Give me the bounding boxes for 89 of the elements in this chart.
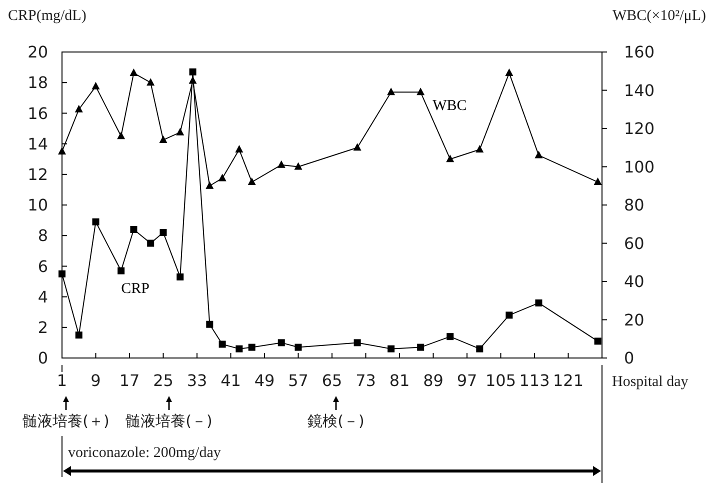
point [534,150,543,158]
x-tick-label: 49 [254,371,275,390]
text: 髄液培養(＋) [22,412,110,430]
point [130,226,138,233]
series-label: WBC [432,98,467,114]
point [277,160,286,168]
x-tick-label: 81 [389,371,410,390]
point [387,88,396,96]
text: voriconazole: 200mg/day [68,445,222,461]
point [189,68,196,76]
point [236,345,243,352]
y2-tick-label: 100 [624,157,655,176]
x-tick-label: 97 [456,371,478,390]
x-tick-label: 33 [186,371,208,390]
y2-tick-label: 80 [624,196,644,215]
point [160,229,167,236]
point [235,145,244,153]
point [354,339,361,346]
series-label: CRP [121,280,150,297]
point [218,174,226,182]
point [176,273,184,280]
y-tick-label: 4 [38,287,48,306]
y-tick-label: 18 [28,73,48,92]
y-tick-label: 2 [38,318,48,337]
y-tick-label: 8 [38,226,48,246]
point [74,104,83,112]
y2-axis-title: WBC(×10²/μL) [612,8,706,24]
x-tick-label: 17 [119,371,140,390]
x-tick-label: 1 [56,371,68,390]
point [294,344,302,351]
point [92,218,100,226]
point [118,267,125,274]
point [92,82,100,90]
point [248,178,256,186]
point [388,345,395,352]
y2-tick-label: 40 [624,272,644,292]
x-tick-label: 41 [220,371,241,390]
text: 髄液培養(－) [126,412,212,430]
y2-tick-label: 20 [624,310,644,330]
y-tick-label: 0 [38,348,48,368]
point [505,68,514,76]
y-tick-label: 12 [28,165,48,184]
y2-tick-label: 60 [624,234,644,253]
point [506,312,513,319]
point [446,333,454,340]
point [353,143,362,151]
point [294,162,302,170]
x-tick-label: 9 [90,371,101,390]
point [535,299,542,306]
point [278,339,285,346]
y2-tick-label: 160 [624,42,655,62]
y2-tick-label: 140 [624,80,655,100]
point [206,320,214,328]
x-tick-label: 73 [356,371,376,390]
point [476,345,484,352]
point [159,135,168,143]
y2-tick-label: 120 [624,119,655,138]
x-tick-label: 65 [322,371,342,390]
point [218,340,226,348]
y-tick-label: 14 [28,134,48,154]
y-tick-label: 10 [28,196,48,215]
x-tick-label: 113 [519,371,550,390]
point [130,68,138,76]
y-axis-title: CRP(mg/dL) [8,8,86,24]
point [58,270,66,278]
x-tick-label: 121 [552,371,584,390]
point [248,344,256,351]
y-tick-label: 16 [28,104,48,123]
x-axis-title: Hospital day [612,374,689,390]
point [146,78,155,86]
point [117,132,126,140]
point [417,344,424,351]
x-tick-label: 105 [485,371,516,390]
y-tick-label: 20 [28,42,48,62]
point [176,128,184,136]
point [416,88,425,96]
point [147,240,154,247]
point [594,178,602,186]
y-tick-label: 6 [38,256,48,276]
point [206,181,214,189]
point [75,332,82,339]
text: 鏡検(－) [308,412,364,430]
point [446,154,454,162]
y2-tick-label: 0 [624,348,634,368]
x-tick-label: 89 [423,371,444,390]
point [476,145,484,153]
x-tick-label: 57 [288,371,308,390]
point [594,338,602,345]
x-tick-label: 25 [153,371,174,390]
